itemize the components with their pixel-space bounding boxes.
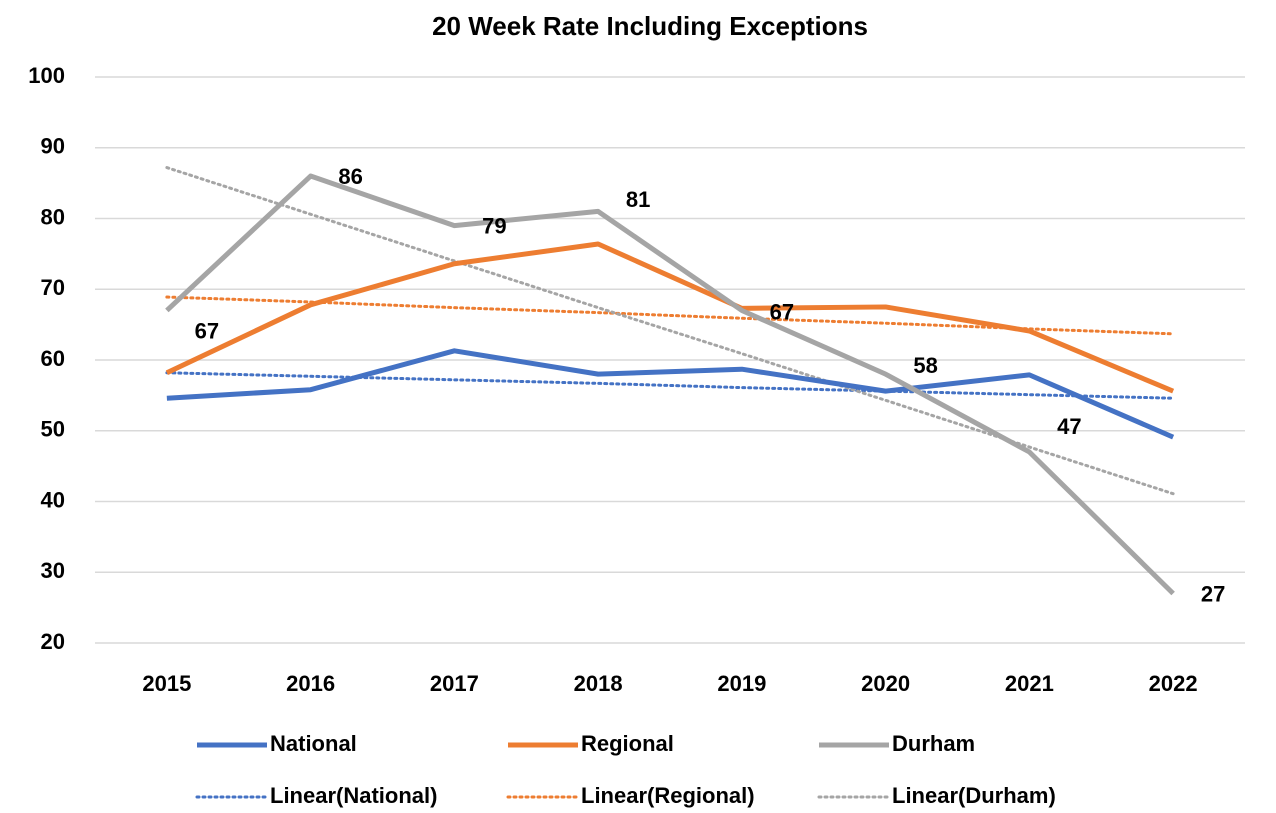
x-tick-label: 2017 [430, 671, 479, 696]
data-label: 81 [626, 187, 650, 212]
data-label: 67 [770, 299, 794, 324]
trend-line [165, 371, 1175, 400]
y-tick-label: 40 [41, 487, 65, 512]
x-tick-label: 2018 [574, 671, 623, 696]
legend-label: National [270, 731, 357, 756]
legend-label: Linear(Regional) [581, 783, 755, 808]
x-tick-label: 2019 [717, 671, 766, 696]
y-tick-label: 30 [41, 558, 65, 583]
y-tick-label: 80 [41, 204, 65, 229]
data-label: 58 [913, 353, 937, 378]
legend-label: Linear(National) [270, 783, 437, 808]
x-tick-label: 2020 [861, 671, 910, 696]
x-tick-label: 2021 [1005, 671, 1054, 696]
x-tick-label: 2016 [286, 671, 335, 696]
y-tick-label: 70 [41, 275, 65, 300]
y-tick-label: 50 [41, 417, 65, 442]
x-tick-label: 2022 [1149, 671, 1198, 696]
series-line [165, 173, 1175, 596]
data-label: 86 [338, 164, 362, 189]
legend-label: Durham [892, 731, 975, 756]
series-line [166, 348, 1175, 440]
data-label: 67 [195, 318, 219, 343]
series-line [165, 241, 1175, 394]
chart-title: 20 Week Rate Including Exceptions [432, 11, 868, 41]
data-label: 47 [1057, 414, 1081, 439]
y-tick-label: 20 [41, 629, 65, 654]
data-label: 27 [1201, 581, 1225, 606]
y-tick-label: 60 [41, 346, 65, 371]
data-label: 79 [482, 213, 506, 238]
y-tick-label: 100 [28, 63, 65, 88]
y-tick-label: 90 [41, 134, 65, 159]
legend-label: Regional [581, 731, 674, 756]
legend-label: Linear(Durham) [892, 783, 1056, 808]
x-tick-label: 2015 [142, 671, 191, 696]
